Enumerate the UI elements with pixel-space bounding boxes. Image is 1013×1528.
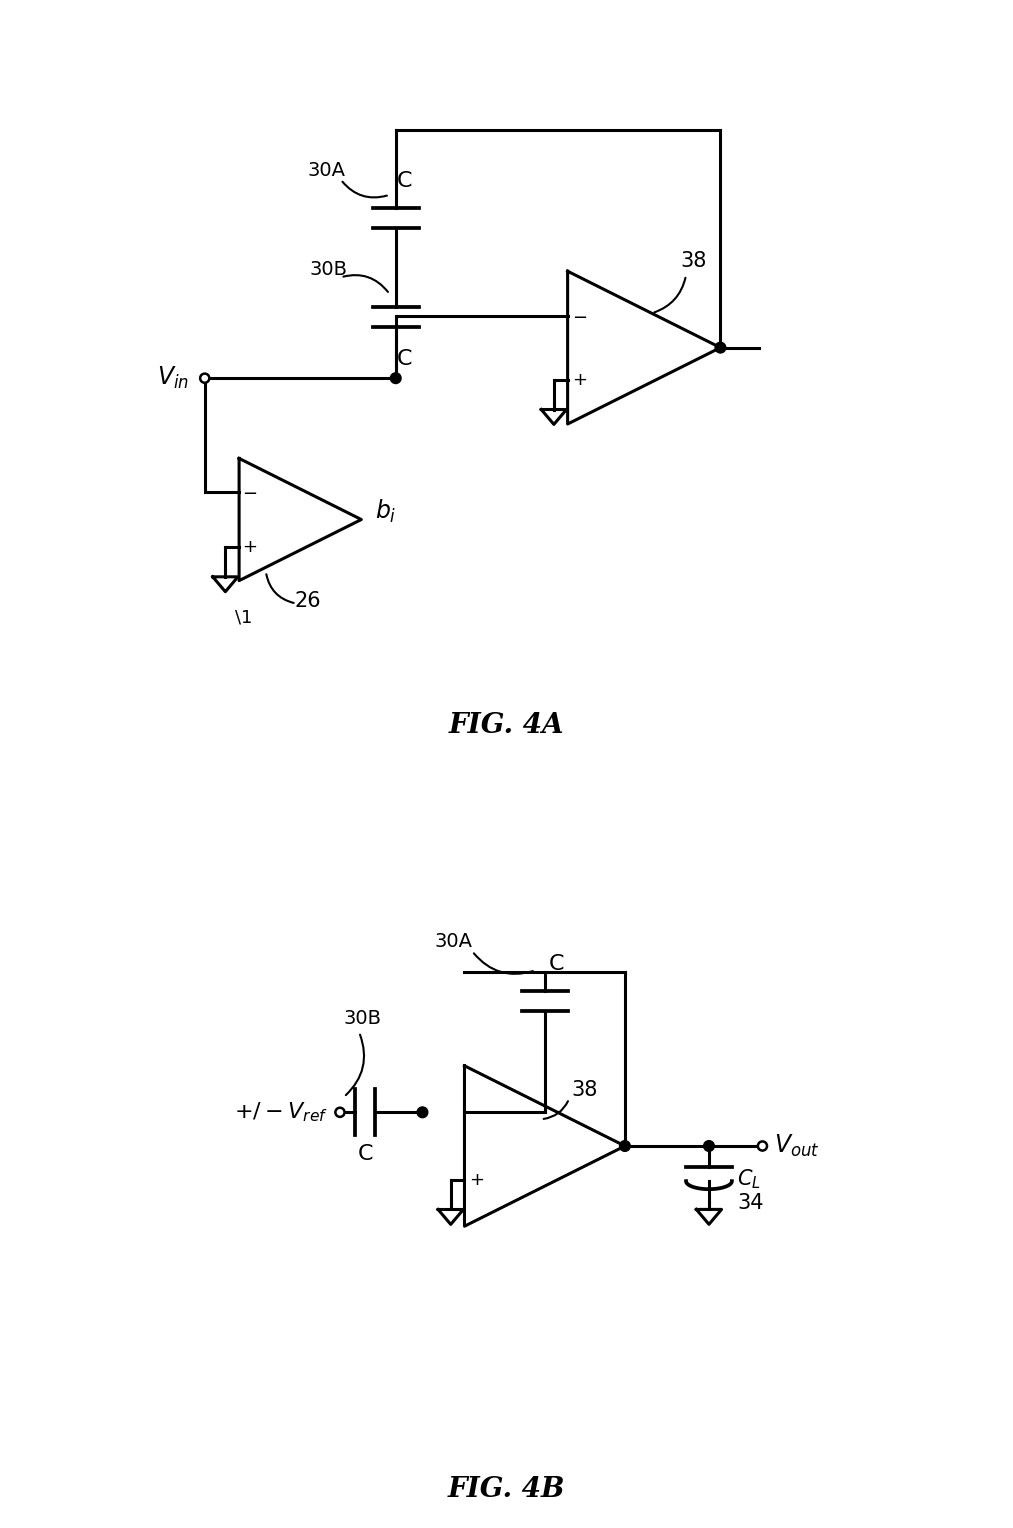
Text: 30A: 30A (308, 160, 346, 180)
Text: 26: 26 (295, 591, 321, 611)
Text: $V_{out}$: $V_{out}$ (774, 1132, 820, 1160)
Text: $+$: $+$ (469, 1170, 484, 1189)
Text: $+$: $+$ (242, 538, 257, 556)
Text: C: C (397, 171, 412, 191)
Text: C: C (358, 1144, 373, 1164)
Text: C: C (548, 953, 564, 975)
Text: $b_i$: $b_i$ (375, 498, 396, 526)
Text: $+/-V_{ref}$: $+/-V_{ref}$ (234, 1100, 328, 1125)
Text: $-$: $-$ (242, 483, 257, 501)
Circle shape (335, 1108, 344, 1117)
Text: $+$: $+$ (572, 371, 588, 388)
Text: 30B: 30B (343, 1010, 382, 1028)
Circle shape (758, 1141, 767, 1151)
Text: C: C (397, 348, 412, 370)
Text: FIG. 4A: FIG. 4A (449, 712, 564, 740)
Circle shape (390, 373, 401, 384)
Circle shape (704, 1140, 714, 1152)
Circle shape (201, 373, 210, 384)
Circle shape (715, 342, 725, 353)
Circle shape (417, 1106, 427, 1117)
Text: 30B: 30B (310, 260, 347, 280)
Text: $C_L$: $C_L$ (737, 1167, 761, 1190)
Text: $-$: $-$ (469, 1103, 484, 1122)
Text: $V_{in}$: $V_{in}$ (157, 365, 189, 391)
Text: $\backslash 1$: $\backslash 1$ (234, 608, 252, 626)
Text: 38: 38 (681, 252, 707, 272)
Text: 30A: 30A (434, 932, 472, 952)
Text: 38: 38 (571, 1080, 598, 1100)
Text: $-$: $-$ (572, 307, 588, 324)
Text: FIG. 4B: FIG. 4B (448, 1476, 565, 1504)
Circle shape (620, 1140, 630, 1152)
Text: 34: 34 (737, 1193, 764, 1213)
